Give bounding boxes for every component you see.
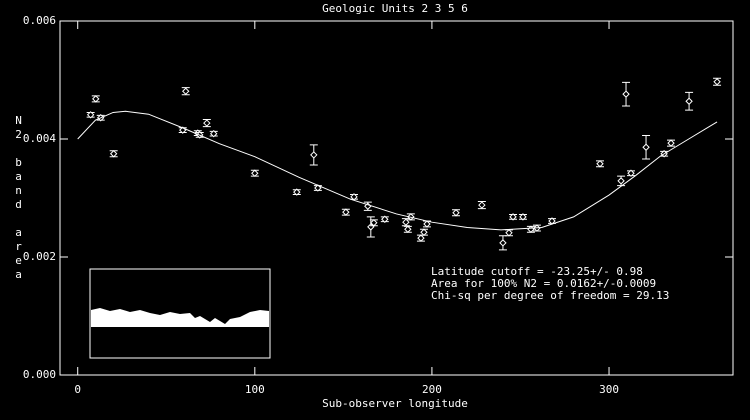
y-tick-label: 0.000 (23, 368, 56, 381)
point (509, 213, 517, 221)
inset-shape (91, 308, 269, 327)
y-axis-label: N2 band area (12, 114, 25, 282)
point (596, 160, 604, 168)
point (251, 169, 259, 177)
point (617, 177, 625, 185)
point (109, 150, 118, 158)
point (713, 78, 721, 86)
point (478, 201, 486, 209)
point (685, 97, 693, 105)
y-tick-label: 0.002 (23, 250, 56, 263)
fit-curve (77, 110, 718, 231)
point (86, 111, 95, 119)
plot-frame (59, 20, 734, 376)
point (370, 219, 378, 227)
point (381, 215, 389, 223)
point (182, 87, 190, 95)
x-tick-label: 100 (245, 383, 265, 396)
point (667, 139, 675, 147)
point (417, 234, 425, 242)
point (310, 151, 318, 159)
inset-map (89, 268, 271, 359)
x-tick-label: 300 (599, 383, 619, 396)
point (622, 90, 630, 98)
point (92, 95, 100, 103)
point (420, 228, 428, 236)
annotation: Latitude cutoff = -23.25+/- 0.98 (431, 265, 643, 278)
point (402, 218, 410, 226)
point (404, 225, 412, 233)
point (452, 209, 460, 217)
point (499, 239, 507, 247)
annotation: Area for 100% N2 = 0.0162+/-0.0009 (431, 277, 656, 290)
annotation: Chi-sq per degree of freedom = 29.13 (431, 289, 669, 302)
point (519, 213, 527, 221)
point (293, 188, 301, 196)
y-tick-label: 0.004 (23, 132, 56, 145)
point (342, 208, 350, 216)
point (210, 129, 218, 138)
chart-title: Geologic Units 2 3 5 6 (322, 2, 468, 15)
point (642, 143, 650, 151)
x-tick-label: 200 (422, 383, 442, 396)
x-axis-label: Sub-observer longitude (322, 397, 468, 410)
point (627, 169, 635, 177)
x-tick-label: 0 (74, 383, 81, 396)
point (423, 220, 431, 228)
y-tick-label: 0.006 (23, 14, 56, 27)
point (505, 229, 513, 237)
point (203, 119, 211, 127)
